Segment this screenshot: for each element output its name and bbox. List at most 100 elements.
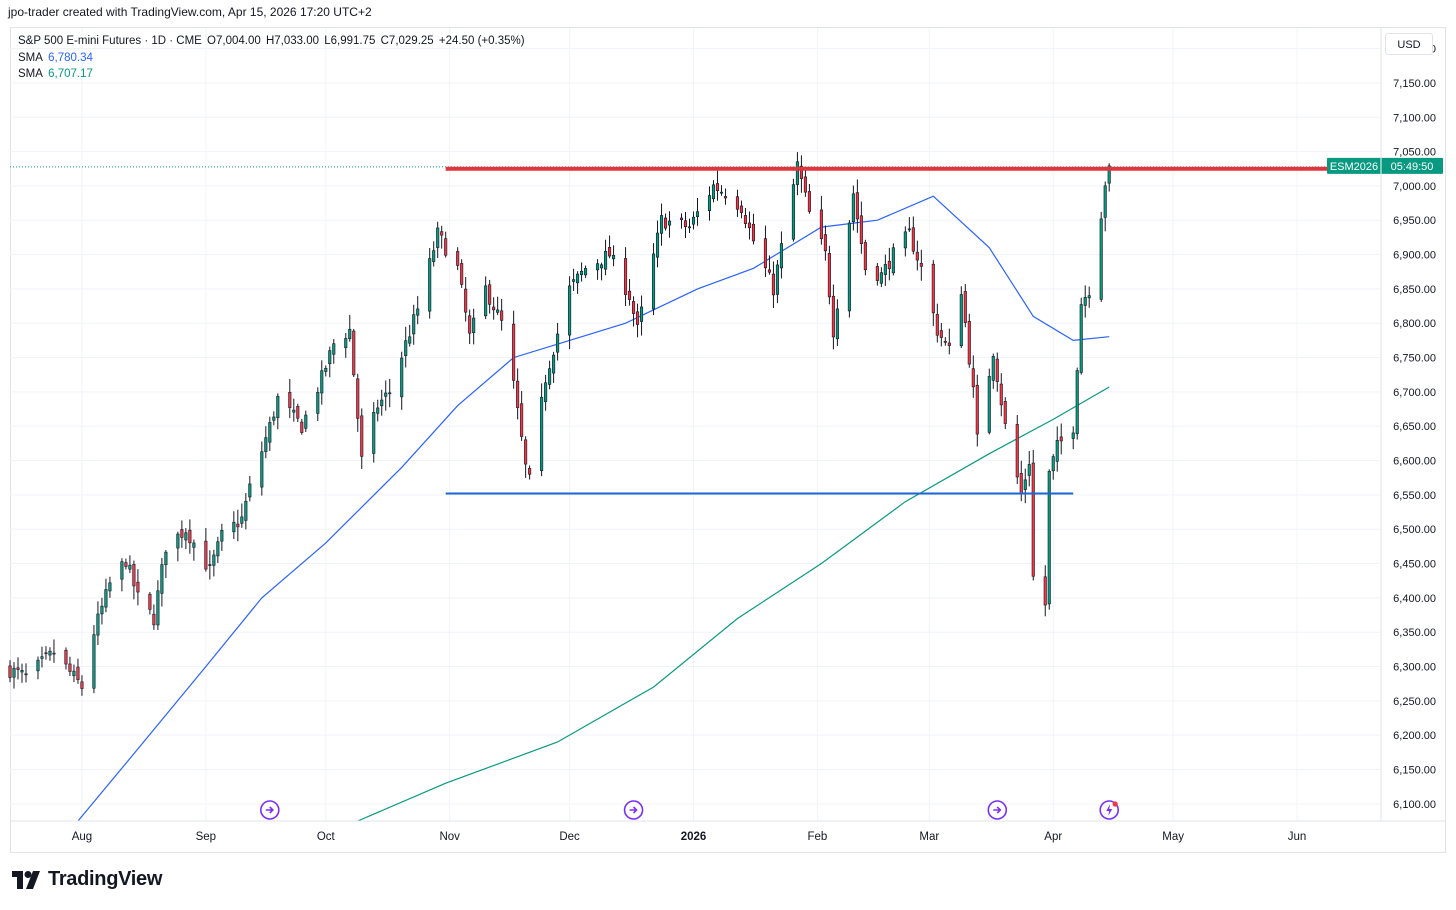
candle-up [104,589,108,608]
price-tick-label: 6,950.00 [1393,215,1436,227]
candle-up [1071,432,1075,439]
candle-up [1023,479,1027,490]
candle-down [931,263,935,314]
legend-low: L6,991.75 [324,35,376,47]
candle-up [304,414,308,429]
candle-down [767,269,771,273]
candle-up [412,314,416,335]
price-tick-label: 6,500.00 [1393,524,1436,536]
price-tag: ESM2026 05:49:50 [1327,157,1443,174]
candle-down [827,253,831,298]
candle-down [679,217,684,220]
time-tick-label: Nov [439,831,460,843]
candle-up [272,416,276,421]
candle-up [216,541,220,557]
candle-down [995,358,999,382]
grid [10,28,1381,821]
candle-up [100,605,104,615]
candle-up [20,670,24,673]
candle-up [687,226,692,229]
price-tick-label: 6,750.00 [1393,353,1436,365]
candle-down [1031,462,1035,577]
chart-attribution: jpo-trader created with TradingView.com,… [8,5,372,19]
price-tag-bg [1327,157,1443,174]
candle-up [576,273,580,284]
time-tick-label: Aug [72,831,92,843]
candle-down [624,258,628,295]
candle-down [935,314,939,336]
candle-up [891,247,895,274]
price-tick-label: 6,100.00 [1393,799,1436,811]
price-tag-countdown: 05:49:50 [1391,161,1434,173]
candle-down [751,223,755,242]
candle-down [947,342,951,346]
price-tick-label: 6,150.00 [1393,765,1436,777]
candle-up [344,338,348,349]
price-tick-label: 6,550.00 [1393,490,1436,502]
candle-up [436,227,440,248]
arrow-icon [265,806,274,814]
candle-down [1015,424,1019,478]
event-markers[interactable] [260,800,1119,820]
candle-up [1051,456,1055,472]
candle-up [156,590,160,626]
candle-up [192,542,196,548]
candle-down [939,330,943,338]
price-tick-label: 6,400.00 [1393,593,1436,605]
price-tick-label: 6,250.00 [1393,696,1436,708]
candle-up [1075,370,1079,435]
candle-up [128,564,132,570]
candle-down [464,288,468,313]
candle-up [775,264,779,295]
tradingview-logo[interactable]: TradingView [12,868,162,891]
trend-lines[interactable] [10,166,1381,495]
arrow-icon [993,806,1002,814]
candle-down [124,562,128,567]
candle-up [232,521,236,533]
candle-up [120,561,124,580]
candle-down [456,251,460,266]
legend-sma-fast[interactable]: SMA 6,780.34 [18,52,95,64]
candle-up [540,396,544,472]
candle-down [512,323,516,381]
time-tick-label: Oct [317,831,336,843]
candle-down [204,540,208,570]
currency-button[interactable]: USD [1385,33,1433,55]
candle-down [803,176,807,193]
time-tick-label: Apr [1044,831,1062,843]
candle-up [779,243,783,269]
candle-up [36,659,40,672]
candle-up [847,222,851,312]
candle-down [636,311,640,325]
candle-down [440,231,444,236]
candle-down [444,238,448,256]
price-tick-label: 7,150.00 [1393,78,1436,90]
candle-down [735,196,740,210]
time-tick-label: 2026 [681,831,707,843]
legend-sma-slow[interactable]: SMA 6,707.17 [18,68,95,80]
candle-down [52,652,56,655]
candle-down [967,320,971,365]
candle-down [875,266,879,281]
candle-up [1055,440,1059,462]
candle-down [739,205,744,213]
price-tick-label: 6,650.00 [1393,421,1436,433]
candle-up [596,263,600,271]
candle-up [1103,185,1107,218]
candle-down [516,380,520,408]
candle-up [484,285,488,317]
candle-up [659,215,664,234]
legend-sma-fast-label: SMA [18,52,43,64]
candle-up [292,409,296,413]
candle-down [608,247,612,257]
candle-up [795,161,799,185]
event-dot-icon [1112,801,1118,807]
candle-down [628,290,632,300]
candle-up [380,399,384,407]
candle-down [763,238,767,269]
candle-up [208,564,212,566]
candle-up [600,264,604,269]
candle-up [612,255,616,260]
candle-down [360,415,364,457]
